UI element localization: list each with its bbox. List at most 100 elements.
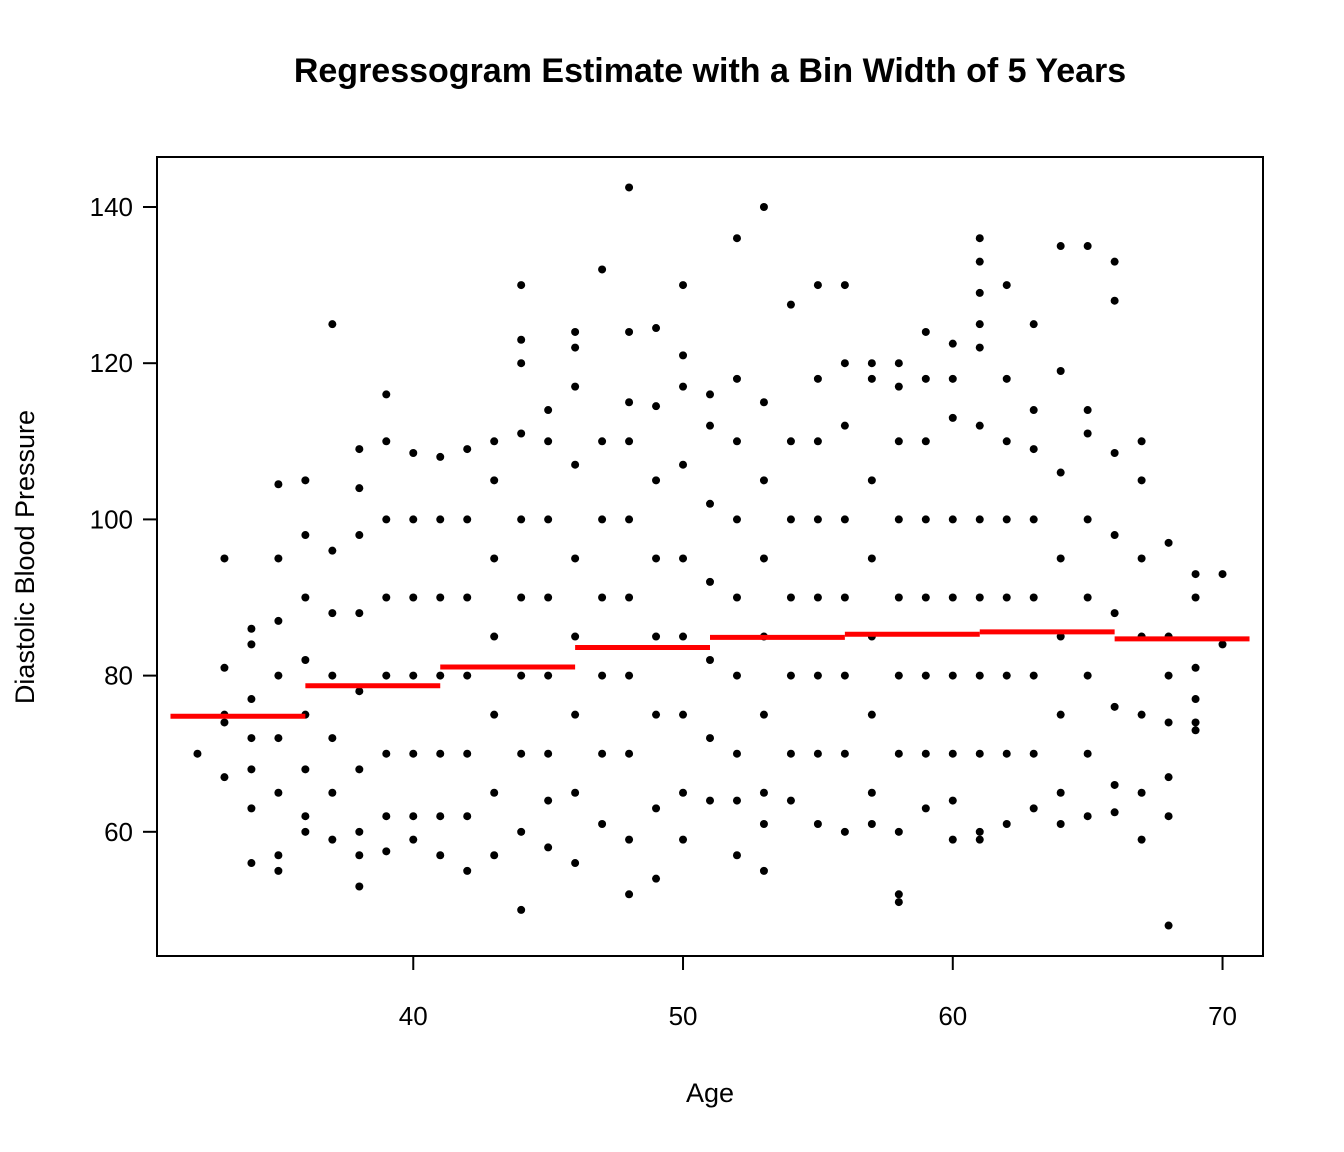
- x-tick-label: 50: [669, 1001, 698, 1031]
- data-point: [571, 859, 580, 868]
- data-point: [679, 351, 688, 360]
- data-point: [598, 265, 607, 274]
- data-point: [544, 437, 553, 446]
- data-point: [220, 773, 229, 782]
- x-axis-label: Age: [686, 1078, 734, 1108]
- data-point: [247, 695, 256, 704]
- data-point: [355, 687, 364, 696]
- data-point: [220, 554, 229, 563]
- data-point: [679, 788, 688, 797]
- x-tick-label: 40: [399, 1001, 428, 1031]
- data-point: [571, 710, 580, 719]
- data-point: [948, 515, 957, 524]
- data-point: [355, 484, 364, 493]
- data-point: [409, 835, 418, 844]
- data-point: [625, 749, 634, 758]
- data-point: [652, 874, 661, 883]
- data-point: [786, 593, 795, 602]
- data-point: [759, 820, 768, 829]
- data-point: [1083, 429, 1092, 438]
- data-point: [1029, 445, 1038, 454]
- data-point: [463, 671, 472, 680]
- data-point: [1056, 468, 1065, 477]
- data-point: [706, 577, 714, 586]
- data-point: [463, 593, 472, 602]
- data-point: [382, 749, 391, 758]
- data-point: [355, 882, 364, 891]
- data-point: [1110, 449, 1119, 458]
- data-point: [517, 671, 526, 680]
- data-point: [732, 749, 741, 758]
- data-point: [571, 382, 580, 391]
- data-point: [1137, 554, 1146, 563]
- chart-title: Regressogram Estimate with a Bin Width o…: [294, 52, 1126, 90]
- data-point: [786, 515, 795, 524]
- data-point: [706, 796, 714, 805]
- data-point: [975, 343, 984, 352]
- data-point: [813, 593, 822, 602]
- data-point: [840, 359, 849, 368]
- data-point: [921, 437, 930, 446]
- data-point: [382, 847, 391, 856]
- data-point: [517, 359, 526, 368]
- data-point: [1191, 726, 1200, 735]
- data-point: [706, 734, 714, 743]
- data-point: [759, 398, 768, 407]
- data-point: [786, 437, 795, 446]
- data-point: [867, 820, 876, 829]
- data-point: [1191, 570, 1200, 579]
- data-point: [1002, 749, 1011, 758]
- data-point: [1110, 808, 1119, 817]
- data-point: [517, 429, 526, 438]
- data-point: [679, 710, 688, 719]
- data-point: [625, 593, 634, 602]
- data-point: [1137, 788, 1146, 797]
- data-point: [975, 288, 984, 297]
- data-point: [571, 343, 580, 352]
- data-point: [975, 234, 984, 243]
- data-point: [840, 749, 849, 758]
- data-point: [948, 413, 957, 422]
- data-point: [517, 281, 526, 290]
- data-point: [652, 632, 661, 641]
- data-point: [490, 710, 499, 719]
- data-point: [274, 788, 283, 797]
- data-point: [813, 671, 822, 680]
- data-point: [301, 655, 310, 664]
- data-point: [679, 554, 688, 563]
- data-point: [1164, 718, 1173, 727]
- data-point: [867, 554, 876, 563]
- data-point: [732, 671, 741, 680]
- data-point: [975, 671, 984, 680]
- data-point: [355, 851, 364, 860]
- data-point: [732, 796, 741, 805]
- data-point: [382, 515, 391, 524]
- data-point: [1164, 812, 1173, 821]
- data-point: [274, 554, 283, 563]
- data-point: [598, 749, 607, 758]
- data-point: [840, 827, 849, 836]
- data-point: [1110, 257, 1119, 266]
- y-axis-label: Diastolic Blood Pressure: [10, 410, 40, 704]
- data-point: [840, 593, 849, 602]
- data-point: [1083, 671, 1092, 680]
- data-point: [813, 437, 822, 446]
- data-point: [274, 866, 283, 875]
- data-point: [679, 382, 688, 391]
- data-point: [679, 460, 688, 469]
- y-tick-label: 140: [90, 192, 133, 222]
- data-point: [490, 851, 499, 860]
- data-point: [436, 671, 445, 680]
- data-point: [732, 851, 741, 860]
- data-point: [1083, 749, 1092, 758]
- data-point: [544, 515, 553, 524]
- data-point: [921, 593, 930, 602]
- data-point: [1029, 320, 1038, 329]
- data-point: [355, 827, 364, 836]
- data-point: [382, 593, 391, 602]
- data-point: [652, 710, 661, 719]
- data-point: [732, 234, 741, 243]
- data-point: [894, 382, 903, 391]
- data-point: [598, 437, 607, 446]
